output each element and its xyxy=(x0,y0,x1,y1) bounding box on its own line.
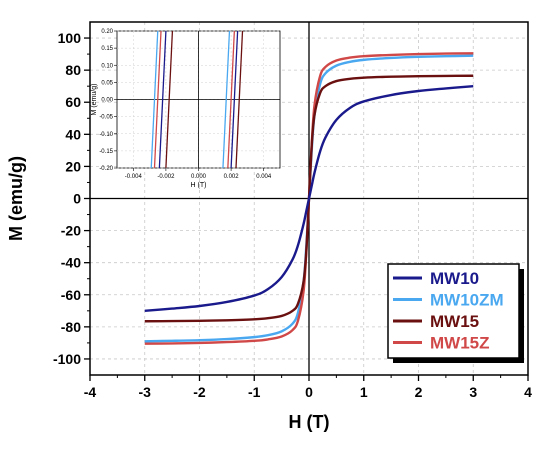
inset-y-tick-labels: -0.20 -0.15 -0.10 -0.05 0.00 0.05 0.10 0.15 0.20 xyxy=(99,29,113,172)
inset-series-line-mw15 xyxy=(235,30,244,169)
y-axis-title: M (emu/g) xyxy=(6,156,26,241)
y-tick-label: -100 xyxy=(53,351,81,367)
y-tick-label: 40 xyxy=(65,126,81,142)
y-tick-labels: -100 -80 -60 -40 -20 0 20 40 60 80 100 xyxy=(53,30,81,367)
legend-items: MW10 MW10ZM MW15 MW15Z xyxy=(393,269,504,353)
inset-x-tick-label: 0.002 xyxy=(224,174,240,180)
x-tick-label: 1 xyxy=(360,384,368,400)
inset-series-line-mw15z xyxy=(153,30,162,169)
y-tick-label: 60 xyxy=(65,94,81,110)
inset-x-tick-label: 0.004 xyxy=(256,174,272,180)
legend-label-mw15: MW15 xyxy=(430,312,479,331)
inset-series-lines xyxy=(150,30,244,169)
inset-x-tick-label: -0.002 xyxy=(157,174,175,180)
y-tick-label: 80 xyxy=(65,62,81,78)
y-tick-label: 20 xyxy=(65,158,81,174)
x-tick-labels: -4 -3 -2 -1 0 1 2 3 4 xyxy=(84,384,532,400)
inset-y-tick-label: 0.20 xyxy=(101,29,113,35)
inset-series-line-mw10 xyxy=(158,30,167,169)
x-tick-label: -2 xyxy=(193,384,206,400)
inset-y-tick-label: 0.10 xyxy=(101,63,113,69)
x-tick-label: 4 xyxy=(524,384,532,400)
inset-x-tick-labels: -0.004 -0.002 0.000 0.002 0.004 xyxy=(125,174,272,180)
legend-label-mw10zm: MW10ZM xyxy=(430,291,504,310)
inset-y-tick-label: 0.05 xyxy=(101,80,113,86)
x-tick-label: 2 xyxy=(415,384,423,400)
inset-series-line-mw15z xyxy=(227,30,236,169)
legend-label-mw15z: MW15Z xyxy=(430,334,490,353)
inset-y-tick-label: -0.05 xyxy=(99,115,113,121)
inset-y-tick-label: 0.00 xyxy=(101,98,113,104)
inset-series-line-mw10zm xyxy=(222,30,231,169)
y-tick-label: 100 xyxy=(58,30,82,46)
y-tick-label: -60 xyxy=(61,287,81,303)
inset-y-axis-title: M (emu/g) xyxy=(91,84,98,116)
inset-x-tick-label: 0.000 xyxy=(191,174,207,180)
x-tick-label: 3 xyxy=(469,384,477,400)
inset-series-line-mw10 xyxy=(230,30,239,169)
legend-label-mw10: MW10 xyxy=(430,269,479,288)
y-tick-label: 0 xyxy=(73,191,81,207)
y-tick-label: -80 xyxy=(61,319,81,335)
x-tick-label: -4 xyxy=(84,384,97,400)
x-tick-label: 0 xyxy=(305,384,313,400)
y-tick-label: -40 xyxy=(61,255,81,271)
inset-y-tick-label: 0.15 xyxy=(101,46,113,52)
inset-y-tick-label: -0.15 xyxy=(99,149,113,155)
inset-plot: -0.004 -0.002 0.000 0.002 0.004 -0.20-0.15-0… xyxy=(91,29,281,189)
axis-ticks xyxy=(84,37,529,381)
inset-series-line-mw10zm xyxy=(150,30,159,169)
inset-series-line-mw15 xyxy=(165,30,174,169)
series-line-mw10 xyxy=(144,84,474,313)
legend: MW10 MW10ZM MW15 MW15Z xyxy=(387,263,524,363)
x-axis-title: H (T) xyxy=(289,412,330,432)
inset-zero-lines xyxy=(117,31,280,168)
main-series-lines xyxy=(144,52,474,345)
inset-y-tick-label: -0.10 xyxy=(99,132,113,138)
inset-x-tick-label: -0.004 xyxy=(125,174,143,180)
x-tick-label: -3 xyxy=(139,384,152,400)
y-tick-label: -20 xyxy=(61,223,81,239)
x-tick-label: -1 xyxy=(248,384,261,400)
inset-x-axis-title: H (T) xyxy=(191,182,207,189)
inset-y-tick-label: -0.20 xyxy=(99,166,113,172)
